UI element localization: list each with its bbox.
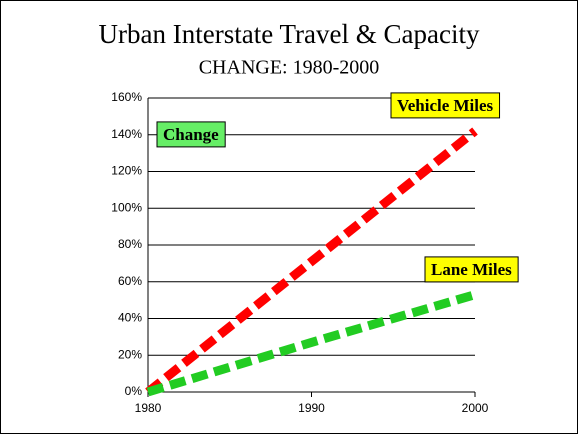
y-tick-label: 20% [118,347,142,361]
chart-subtitle: CHANGE: 1980-2000 [199,57,380,79]
y-tick-label: 120% [111,164,142,178]
series-line [146,290,477,397]
series-line [145,127,478,396]
y-tick-label: 40% [118,311,142,325]
x-tick-label: 2000 [462,401,489,415]
y-tick-label: 160% [111,90,142,104]
series-label: Lane Miles [431,260,512,279]
y-tick-label: 60% [118,274,142,288]
y-tick-label: 0% [125,384,143,398]
x-tick-label: 1980 [135,401,162,415]
series-label-box [390,92,501,119]
series-label: Vehicle Miles [397,96,494,115]
chart-title: Urban Interstate Travel & Capacity [99,19,480,49]
y-tick-label: 100% [111,200,142,214]
series-label-box [424,256,519,283]
annotation: Change [163,125,219,144]
y-tick-label: 140% [111,127,142,141]
annotation-box [156,121,226,148]
y-tick-label: 80% [118,237,142,251]
x-tick-label: 1990 [298,401,325,415]
